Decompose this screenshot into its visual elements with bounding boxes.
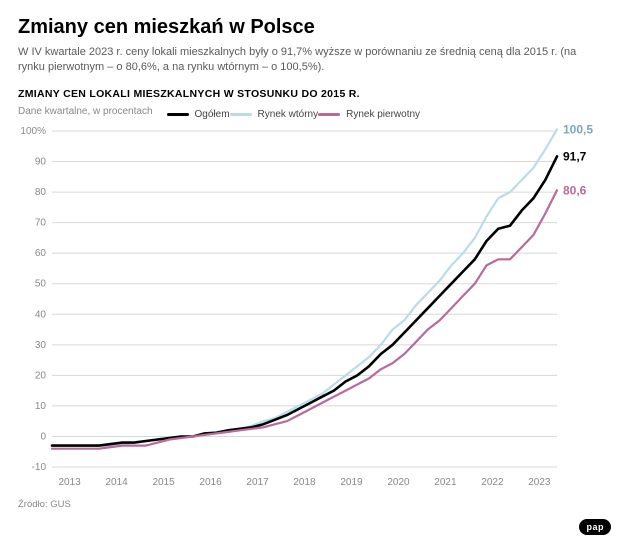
x-axis-label: 2016 (199, 477, 222, 488)
y-axis-label: 40 (35, 309, 47, 320)
legend: Dane kwartalne, w procentach Ogółem Rynek… (18, 103, 607, 121)
y-axis-label: 20 (35, 370, 47, 381)
legend-item-pierwotny: Rynek pierwotny (318, 109, 420, 120)
x-axis-label: 2020 (387, 477, 410, 488)
legend-swatch-icon (167, 113, 189, 116)
legend-swatch-icon (318, 113, 340, 116)
chart-subtitle: ZMIANY CEN LOKALI MIESZKALNYCH W STOSUNK… (18, 88, 607, 100)
page-title: Zmiany cen mieszkań w Polsce (18, 16, 607, 39)
x-axis-label: 2017 (246, 477, 269, 488)
y-axis-label: 50 (35, 279, 47, 290)
legend-item-ogolem: Ogółem (167, 109, 230, 120)
y-axis-label: 70 (35, 217, 47, 228)
legend-label: Ogółem (195, 109, 230, 120)
x-axis-label: 2021 (434, 477, 457, 488)
y-axis-label: 0 (40, 431, 46, 442)
y-axis-label: 60 (35, 248, 47, 259)
series-pierwotny (52, 190, 557, 448)
series-wtorny (52, 129, 557, 445)
y-axis-label: 100% (20, 126, 46, 137)
legend-note: Dane kwartalne, w procentach (18, 106, 153, 117)
y-axis-label: 10 (35, 401, 47, 412)
subtitle: W IV kwartale 2023 r. ceny lokali mieszk… (18, 45, 578, 76)
pap-logo: pap (579, 519, 611, 535)
x-axis-label: 2014 (105, 477, 128, 488)
y-axis-label: 30 (35, 340, 47, 351)
source-text: Źródło: GUS (18, 499, 607, 510)
end-label-ogolem: 91,7 (563, 149, 587, 163)
end-label-pierwotny: 80,6 (563, 183, 587, 197)
x-axis-label: 2013 (58, 477, 81, 488)
x-axis-label: 2023 (528, 477, 551, 488)
y-axis-label: -10 (32, 462, 47, 473)
x-axis-label: 2019 (340, 477, 363, 488)
end-label-wtorny: 100,5 (563, 125, 593, 136)
x-axis-label: 2022 (481, 477, 504, 488)
x-axis-label: 2018 (293, 477, 316, 488)
line-chart: -10 0 10 20 30 40 50 60 70 80 90 100% 2013 2014 2015 20… (18, 125, 603, 495)
y-axis-label: 80 (35, 187, 47, 198)
legend-label: Rynek wtórny (258, 109, 319, 120)
legend-label: Rynek pierwotny (346, 109, 420, 120)
legend-item-wtorny: Rynek wtórny (230, 109, 319, 120)
x-axis-label: 2015 (152, 477, 175, 488)
legend-swatch-icon (230, 113, 252, 116)
y-axis-label: 90 (35, 156, 47, 167)
